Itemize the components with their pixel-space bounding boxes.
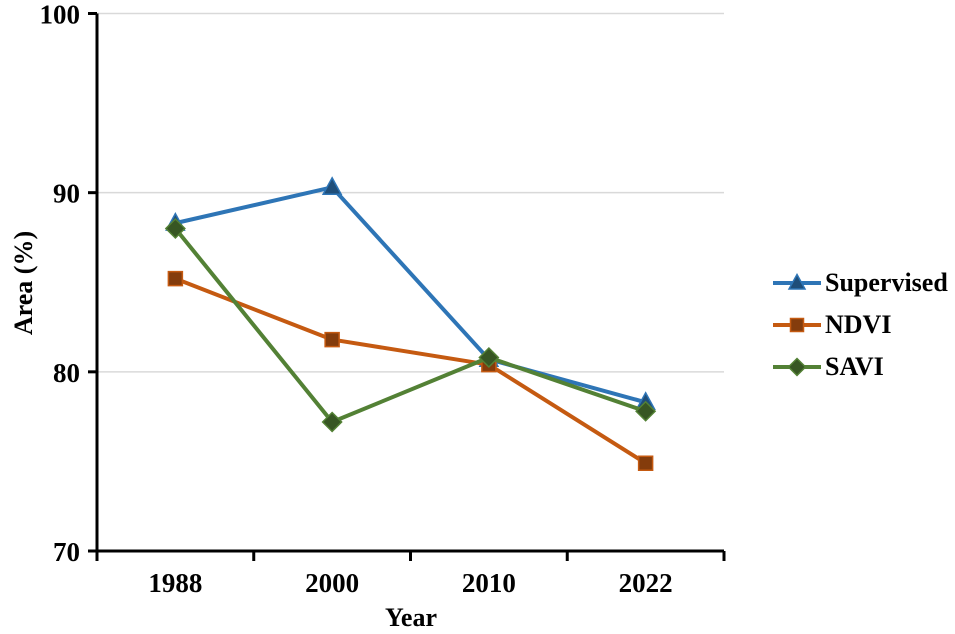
marker-ndvi-2000 [324, 331, 340, 348]
marker-savi-2010 [478, 346, 500, 369]
savi-diamond-legend-icon [773, 356, 821, 378]
series-line-supervised [174, 185, 647, 405]
supervised-triangle-legend-icon [773, 272, 821, 294]
legend-item-supervised: Supervised [773, 262, 948, 304]
x-tick-label-2022: 2022 [619, 568, 673, 598]
x-tick-label-2000: 2000 [305, 568, 359, 598]
series-line-ndvi [174, 276, 647, 465]
y-tick-label-90: 90 [53, 179, 80, 209]
legend-label-ndvi: NDVI [825, 310, 892, 339]
marker-ndvi-1988 [167, 270, 184, 287]
ndvi-square-legend-icon [773, 314, 821, 336]
legend: Supervised NDVI SAVI [773, 262, 948, 388]
series-line-savi [173, 227, 647, 424]
x-tick-label-2010: 2010 [462, 568, 516, 598]
marker-savi-2000 [321, 411, 343, 433]
x-tick-label-1988: 1988 [148, 568, 202, 598]
legend-label-savi: SAVI [825, 352, 884, 381]
marker-savi-1988 [164, 217, 186, 240]
y-tick-label-80: 80 [53, 358, 80, 388]
y-axis-title: Area (%) [9, 230, 38, 336]
y-tick-label-70: 70 [53, 537, 80, 567]
y-tick-label-100: 100 [40, 0, 81, 30]
x-axis-title: Year [385, 603, 437, 632]
legend-label-supervised: Supervised [825, 268, 948, 297]
marker-supervised-2000 [321, 176, 343, 196]
marker-savi-2022 [635, 400, 657, 422]
legend-item-ndvi: NDVI [773, 304, 948, 346]
legend-item-savi: SAVI [773, 346, 948, 388]
marker-ndvi-2022 [637, 455, 654, 471]
